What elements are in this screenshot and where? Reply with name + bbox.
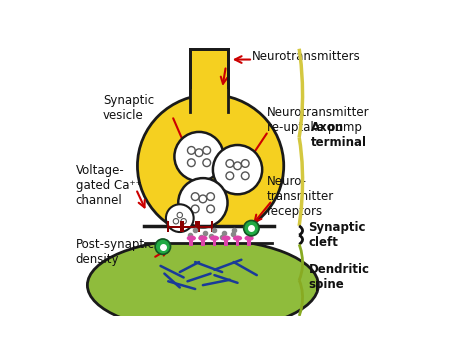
Circle shape: [166, 204, 194, 232]
Circle shape: [241, 172, 249, 180]
Circle shape: [191, 193, 199, 201]
Circle shape: [155, 239, 171, 254]
Ellipse shape: [221, 235, 231, 241]
Circle shape: [191, 205, 199, 213]
Text: Post-synaptic
density: Post-synaptic density: [76, 238, 155, 266]
Bar: [182, 226, 198, 228]
Bar: [198, 226, 213, 228]
Circle shape: [213, 145, 262, 194]
Circle shape: [244, 220, 259, 236]
Text: Axon
terminal: Axon terminal: [310, 121, 367, 149]
Circle shape: [181, 219, 186, 224]
Circle shape: [241, 160, 249, 167]
Circle shape: [203, 159, 210, 166]
Bar: [224, 238, 228, 246]
Text: Synaptic
vesicle: Synaptic vesicle: [103, 94, 154, 122]
Bar: [247, 238, 251, 246]
Ellipse shape: [198, 235, 208, 241]
Ellipse shape: [210, 235, 219, 241]
Circle shape: [234, 162, 241, 170]
Bar: [167, 226, 182, 228]
Bar: [167, 221, 169, 232]
Ellipse shape: [233, 235, 242, 241]
Circle shape: [226, 160, 234, 167]
Circle shape: [203, 147, 210, 154]
Circle shape: [177, 212, 182, 218]
Bar: [201, 238, 205, 246]
Bar: [236, 238, 239, 246]
Bar: [190, 49, 228, 99]
Circle shape: [173, 219, 179, 224]
Bar: [195, 221, 198, 232]
Ellipse shape: [137, 94, 284, 237]
Text: Voltage-
gated Ca⁺⁺
channel: Voltage- gated Ca⁺⁺ channel: [76, 164, 142, 207]
Bar: [212, 238, 216, 246]
Bar: [182, 221, 184, 232]
Circle shape: [199, 195, 207, 203]
Text: Neurotransmitter
re-uptake pump: Neurotransmitter re-uptake pump: [267, 105, 369, 133]
Bar: [210, 221, 213, 232]
Text: Synaptic
cleft: Synaptic cleft: [309, 221, 366, 249]
Circle shape: [195, 149, 203, 157]
Bar: [190, 89, 228, 112]
Ellipse shape: [187, 235, 196, 241]
Text: Neuro-
transmitter
receptors: Neuro- transmitter receptors: [267, 175, 334, 218]
Bar: [190, 238, 193, 246]
Circle shape: [207, 205, 214, 213]
Circle shape: [207, 193, 214, 201]
Ellipse shape: [245, 235, 254, 241]
Circle shape: [188, 159, 195, 166]
Bar: [144, 226, 274, 243]
Ellipse shape: [87, 239, 319, 331]
Text: Neurotransmitters: Neurotransmitters: [251, 50, 360, 63]
Circle shape: [178, 178, 228, 228]
Bar: [198, 221, 200, 232]
Circle shape: [188, 147, 195, 154]
Text: Dendritic
spine: Dendritic spine: [309, 263, 369, 291]
Bar: [180, 221, 182, 232]
Circle shape: [174, 132, 224, 181]
Circle shape: [226, 172, 234, 180]
